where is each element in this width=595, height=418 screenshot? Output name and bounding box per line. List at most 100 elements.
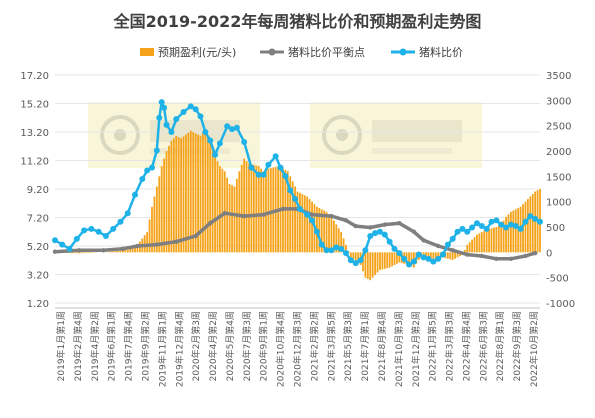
breakeven-ratio-point — [436, 244, 440, 248]
hog-feed-ratio-point — [314, 229, 320, 235]
hog-feed-ratio-point — [261, 172, 267, 178]
expected-profit-bar — [355, 252, 357, 261]
hog-feed-ratio-point — [292, 196, 298, 202]
expected-profit-bar — [309, 199, 311, 252]
right-tick-label: 0 — [546, 248, 552, 259]
expected-profit-bar — [328, 214, 330, 252]
x-tick-label: 2019年11月第1周 — [156, 311, 168, 387]
hog-feed-ratio-point — [217, 140, 223, 146]
hog-feed-ratio-point — [343, 250, 349, 256]
hog-feed-ratio-point — [493, 217, 499, 223]
expected-profit-bar — [525, 202, 527, 253]
x-tick-label: 2021年8月第4周 — [376, 311, 388, 381]
hog-feed-ratio-point — [248, 165, 254, 171]
expected-profit-bar — [365, 252, 367, 277]
expected-profit-bar — [381, 252, 383, 269]
x-tick-label: 2020年12月第3周 — [292, 311, 304, 387]
hog-feed-ratio-point — [241, 139, 247, 145]
hog-feed-ratio-point — [304, 212, 310, 218]
expected-profit-bar — [253, 165, 255, 252]
x-tick-label: 2020年2月第3周 — [190, 311, 202, 381]
expected-profit-bar — [241, 165, 243, 252]
expected-profit-bar — [466, 245, 468, 253]
expected-profit-bar — [183, 136, 185, 252]
breakeven-ratio-point — [310, 212, 314, 216]
hog-feed-ratio-point — [168, 129, 174, 135]
hog-feed-ratio-point — [207, 138, 213, 144]
breakeven-ratio-point — [208, 221, 212, 225]
expected-profit-bar — [483, 231, 485, 253]
x-tick-label: 2022年4月第4周 — [460, 311, 472, 381]
expected-profit-bar — [212, 148, 214, 252]
expected-profit-bar — [394, 252, 396, 265]
legend-swatch-marker — [400, 49, 407, 56]
expected-profit-bar — [81, 252, 83, 253]
hog-feed-ratio-point — [234, 125, 240, 131]
expected-profit-bar — [229, 184, 231, 252]
breakeven-ratio-point — [465, 252, 469, 256]
breakeven-ratio-point — [354, 224, 358, 228]
hog-feed-ratio-point — [278, 165, 284, 171]
hog-feed-ratio-point — [88, 226, 94, 232]
hog-feed-ratio-point — [67, 246, 73, 252]
breakeven-ratio-point — [242, 214, 246, 218]
expected-profit-bar — [185, 135, 187, 253]
breakeven-ratio-point — [281, 207, 285, 211]
right-tick-label: -1000 — [546, 299, 575, 310]
right-tick-label: 1000 — [546, 198, 571, 209]
expected-profit-bar — [529, 197, 531, 253]
expected-profit-bar — [74, 252, 76, 253]
hog-feed-ratio-point — [450, 236, 456, 242]
expected-profit-bar — [374, 252, 376, 275]
hog-feed-ratio-point — [202, 129, 208, 135]
expected-profit-bar — [107, 252, 109, 253]
hog-feed-ratio-point — [382, 232, 388, 238]
hog-feed-ratio-point — [74, 236, 80, 242]
expected-profit-bar — [301, 194, 303, 252]
expected-profit-bar — [146, 232, 148, 252]
legend-label: 猪料比价 — [419, 45, 463, 59]
x-tick-label: 2019年2月第4周 — [72, 311, 84, 381]
hog-feed-ratio-point — [387, 239, 393, 245]
expected-profit-bar — [265, 170, 267, 252]
expected-profit-bar — [168, 146, 170, 252]
hog-feed-ratio-point — [181, 109, 187, 115]
expected-profit-bar — [234, 186, 236, 252]
expected-profit-bar — [369, 252, 371, 280]
expected-profit-bar — [207, 136, 209, 253]
breakeven-ratio-point — [174, 240, 178, 244]
expected-profit-bar — [251, 164, 253, 252]
left-tick-label: 9.20 — [27, 185, 49, 196]
hog-feed-ratio-point — [445, 242, 451, 248]
hog-feed-ratio-point — [117, 219, 123, 225]
expected-profit-bar — [120, 251, 122, 253]
hog-feed-ratio-point — [358, 257, 364, 263]
expected-profit-bar — [493, 228, 495, 253]
x-tick-label: 2019年7月第4周 — [123, 311, 135, 381]
expected-profit-bar — [384, 252, 386, 268]
legend-label: 猪料比价平衡点 — [288, 45, 365, 59]
expected-profit-bar — [117, 251, 119, 253]
expected-profit-bar — [149, 219, 151, 252]
expected-profit-bar — [163, 159, 165, 253]
hog-feed-ratio-point — [518, 226, 524, 232]
breakeven-ratio-point — [412, 230, 416, 234]
x-tick-label: 2020年5月第4周 — [224, 311, 236, 381]
expected-profit-bar — [78, 252, 80, 253]
breakeven-ratio-point — [155, 242, 159, 246]
expected-profit-bar — [268, 169, 270, 253]
expected-profit-bar — [491, 228, 493, 252]
breakeven-ratio-point — [533, 251, 537, 255]
legend-label: 预期盈利(元/头) — [158, 46, 236, 59]
hog-feed-ratio-point — [173, 116, 179, 122]
expected-profit-bar — [527, 199, 529, 252]
legend-swatch-marker — [269, 49, 276, 56]
hog-feed-ratio-point — [282, 173, 288, 179]
hog-feed-ratio-point — [198, 113, 204, 119]
expected-profit-bar — [512, 211, 514, 253]
breakeven-ratio-point — [77, 248, 81, 252]
hog-feed-ratio-point — [212, 152, 218, 158]
expected-profit-bar — [270, 168, 272, 252]
